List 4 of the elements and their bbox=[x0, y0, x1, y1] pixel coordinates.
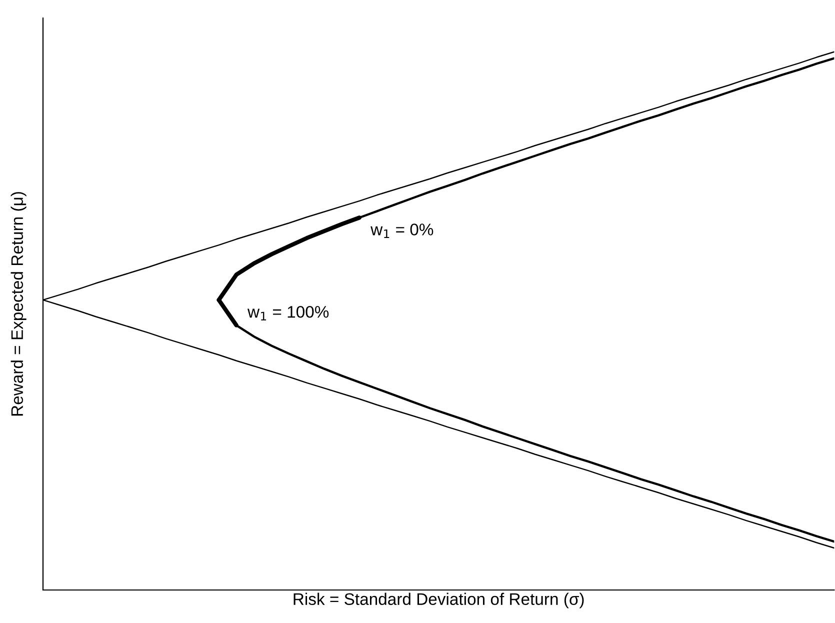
annotation: w$_{1}$ = 100% bbox=[247, 306, 329, 320]
x-axis-title: Risk = Standard Deviation of Return (σ) bbox=[294, 592, 584, 608]
annotation: w$_{1}$ = 0% bbox=[370, 224, 434, 238]
y-axis-title: Reward = Expected Return (μ) bbox=[10, 192, 26, 416]
